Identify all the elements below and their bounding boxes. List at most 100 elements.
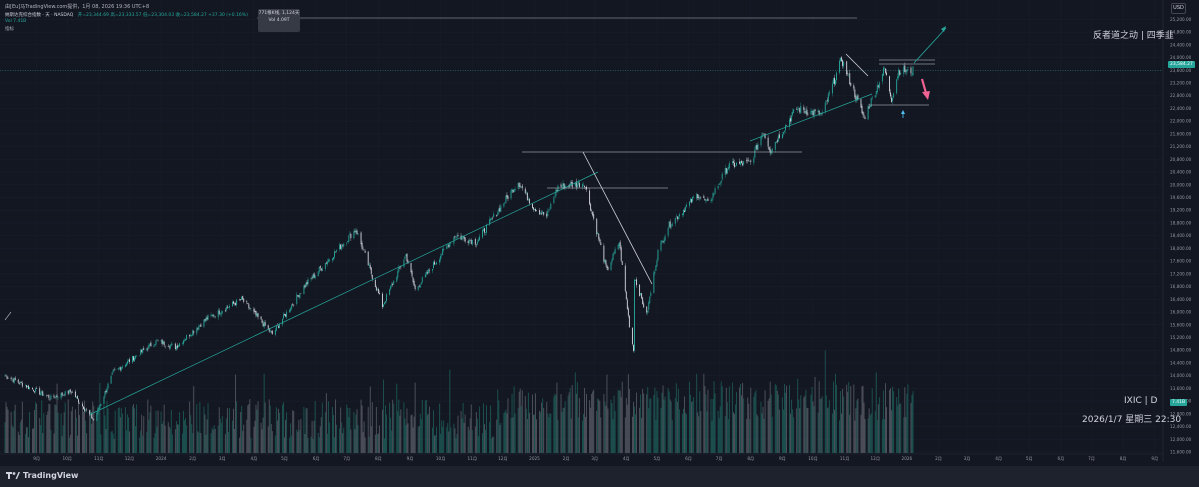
price-tick-label: 16,400.00 [1170,297,1192,302]
volume-bar [534,414,535,453]
candle-body [707,198,709,201]
volume-bar [821,396,823,453]
volume-bar [413,416,415,453]
candle-body [190,335,192,337]
candle-body [334,251,335,258]
candle-body [539,210,541,215]
candle-body [653,272,655,293]
candle-body [891,97,893,103]
volume-bar [367,406,369,453]
volume-bar [870,413,872,453]
candle-body [518,183,520,187]
volume-bar [232,420,233,453]
volume-bar [405,424,407,453]
candle-body [618,242,620,247]
candle-body [839,60,840,73]
candle-body [461,237,463,240]
volume-bar [189,401,191,453]
volume-bar [827,407,829,453]
candle-body [556,190,558,191]
candle-body [577,181,579,185]
candle-body [425,271,427,275]
candle-body [107,383,109,389]
candle-body [132,355,133,363]
time-axis[interactable]: 9月 10月 11月 12月 2024 2月 3月 4月 5月 6月 7月 8月 9月 10月 11月 12月… [0,453,1163,462]
candle-body [676,216,678,220]
volume-bar [91,423,93,453]
volume-bar [428,406,430,453]
volume-bar [42,433,44,453]
candle-body [78,399,79,403]
volume-bar [307,437,309,453]
candle-body [782,131,784,134]
candle-body [406,253,408,262]
candle-body [336,250,338,252]
tradingview-logo[interactable]: TradingView [6,471,78,480]
candle-body [693,197,695,199]
candle-body [640,293,642,296]
candle-body [470,240,472,244]
price-axis[interactable]: 25,200.00 24,800.00 24,400.00 24,000.00 23,6… [1162,0,1192,462]
volume-bar [500,422,502,453]
volume-bar [742,382,744,453]
volume-bar [448,431,450,453]
volume-bar [512,417,514,453]
edge-line [4,311,12,321]
volume-bar [861,386,863,453]
decline-line [582,151,653,285]
candle-body [667,227,669,236]
time-tick-label: 9月 [33,456,40,462]
volume-bar [343,427,345,453]
candle-body [621,261,623,265]
symbol-legend[interactable]: 纳斯达克综合指数 · 天 · NASDAQ 开=23,344.69 高=23,3… [5,12,251,18]
volume-bar [505,409,507,453]
candle-body [600,242,602,245]
candle-body [268,328,270,332]
volume-bar [749,419,751,453]
candle-body [641,293,643,299]
candle-body [328,259,330,261]
volume-bar [577,417,579,453]
candle-body [857,95,859,100]
drawing-annotations [0,17,1163,415]
volume-bar [221,415,223,453]
candle-body [374,280,376,287]
volume-bar [706,411,708,453]
candle-body [721,173,723,180]
indicator-legend[interactable]: 指标 [5,27,14,32]
candle-body [855,96,857,100]
currency-button[interactable]: USD [1171,3,1186,14]
candle-body [692,196,694,202]
volume-bar [882,390,884,453]
candle-body [193,331,195,333]
volume-bar [226,408,228,453]
volume-bar [720,381,722,453]
candle-body [355,230,357,233]
volume-bar [153,437,155,453]
volume-bar [376,434,378,453]
candle-body [678,214,680,217]
volume-bar [628,388,630,453]
volume-bar [392,399,394,453]
volume-bar [856,400,858,453]
candle-body [871,96,873,98]
candle-body [14,377,16,381]
candle-body [703,195,705,199]
volume-bar [10,411,12,453]
volume-bar [583,413,584,453]
candle-body [489,219,491,225]
price-tick-label: 22,400.00 [1170,106,1192,111]
candle-body [184,340,186,342]
candle-body [620,247,622,261]
volume-bar [56,383,58,453]
candle-body [369,265,371,269]
volume-legend[interactable]: Vol 7.41B [5,19,27,24]
volume-bar [682,408,684,453]
candle-body [28,385,29,389]
volume-bar [612,419,614,453]
price-tick-label: 15,600.00 [1170,322,1192,327]
candle-body [35,388,37,392]
volume-bar [436,427,438,453]
volume-bar [67,399,69,453]
